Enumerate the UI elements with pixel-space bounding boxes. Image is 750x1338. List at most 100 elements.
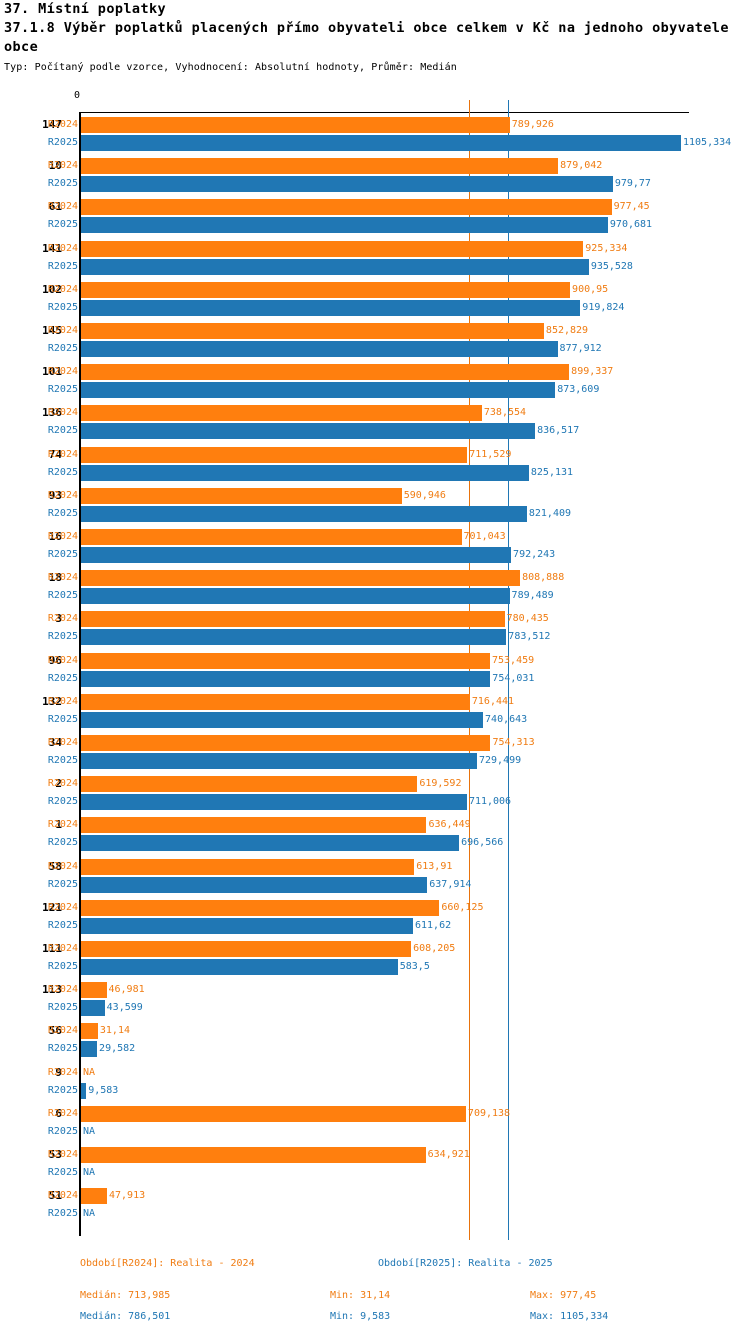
bar[interactable] (81, 817, 427, 834)
bar-row: R2025 583,5 (0, 959, 750, 975)
bar[interactable] (81, 982, 107, 999)
bar[interactable] (81, 753, 477, 769)
bar-row: R2024 636,449 (0, 817, 750, 834)
group-label: 145 (42, 324, 62, 337)
series-label-r2025: R2025 (47, 590, 78, 602)
bar-value-label: 634,921 (427, 1149, 470, 1160)
bar[interactable] (81, 588, 510, 605)
series-label-r2024: R2024 (47, 407, 78, 419)
series-label-r2025: R2025 (47, 672, 78, 684)
bar[interactable] (81, 364, 570, 381)
bar-value-label: 899,337 (571, 366, 614, 378)
bar[interactable] (81, 529, 462, 545)
median-2024: Medián: 713,985 (80, 1290, 171, 1301)
series-label-r2024: R2024 (47, 489, 78, 501)
max-2024: Max: 977,45 (530, 1290, 597, 1301)
bar[interactable] (81, 1000, 105, 1017)
bar[interactable] (81, 835, 460, 852)
series-label-r2024: R2024 (47, 901, 78, 913)
bar-row: R2025 754,031 (0, 670, 750, 687)
series-label-r2024: R2024 (47, 242, 78, 254)
series-label-r2025: R2025 (47, 384, 78, 396)
bar[interactable] (81, 487, 402, 504)
bar[interactable] (81, 199, 612, 216)
bar-value-label: 637,914 (429, 878, 472, 890)
bar[interactable] (81, 158, 559, 175)
bar-value-label: 979,77 (614, 178, 651, 190)
bar[interactable] (81, 794, 467, 811)
bar[interactable] (81, 899, 440, 916)
series-label-r2024: R2024 (47, 654, 78, 666)
bar[interactable] (81, 382, 556, 399)
bar-value-label: 919,824 (582, 301, 625, 313)
bar-value-label: 783,512 (508, 631, 551, 643)
bar[interactable] (81, 858, 415, 875)
bar[interactable] (81, 652, 490, 669)
bar[interactable] (81, 1105, 466, 1122)
bar[interactable] (81, 670, 491, 687)
bar-value-label: 877,912 (559, 343, 602, 354)
series-label-r2025: R2025 (47, 1084, 78, 1096)
bar-value-label: 701,043 (463, 531, 506, 542)
bar[interactable] (81, 217, 608, 234)
bar-value-label: NA (83, 1125, 96, 1137)
bar[interactable] (81, 1041, 98, 1058)
bar[interactable] (81, 1147, 426, 1163)
bar-value-label: 29,582 (99, 1043, 136, 1055)
bar-row: R2025 637,914 (0, 876, 750, 893)
series-label-r2024: R2024 (47, 448, 78, 460)
bar[interactable] (81, 176, 613, 193)
bar-row: R2025 729,499 (0, 753, 750, 769)
bar-value-label: 660,125 (441, 901, 484, 913)
bar[interactable] (81, 547, 512, 563)
bar[interactable] (81, 405, 482, 422)
legend-item-2025: Období[R2025]: Realita - 2025 (378, 1258, 553, 1269)
bar[interactable] (81, 423, 536, 440)
bar[interactable] (81, 299, 581, 316)
bar[interactable] (81, 464, 529, 481)
bar[interactable] (81, 1188, 107, 1205)
bar[interactable] (81, 941, 412, 957)
series-label-r2024: R2024 (47, 1107, 78, 1119)
bar[interactable] (81, 117, 510, 133)
bar[interactable] (81, 917, 413, 934)
max-2025: Max: 1105,334 (530, 1311, 609, 1322)
bar[interactable] (81, 323, 544, 339)
bar-value-label: 711,529 (469, 448, 512, 460)
group-label: 93 (48, 488, 62, 502)
bar-row: R2025 789,489 (0, 588, 750, 605)
min-2024: Min: 31,14 (330, 1290, 391, 1301)
series-label-r2024: R2024 (47, 778, 78, 790)
bar[interactable] (81, 735, 491, 751)
bar[interactable] (81, 629, 507, 646)
bar[interactable] (81, 135, 681, 151)
bar-row: R2024 31,14 (0, 1023, 750, 1040)
bar-value-label: 792,243 (513, 549, 556, 560)
bar[interactable] (81, 258, 589, 275)
bar[interactable] (81, 959, 398, 975)
bar[interactable] (81, 281, 571, 298)
bar-row: R2024 NA (0, 1065, 750, 1081)
bar[interactable] (81, 1082, 87, 1099)
series-label-r2025: R2025 (47, 837, 78, 849)
bar[interactable] (81, 693, 470, 710)
bar-value-label: 47,913 (109, 1190, 146, 1202)
series-label-r2024: R2024 (47, 119, 78, 130)
bar-row: R2025 877,912 (0, 341, 750, 357)
bar-row: R2025 821,409 (0, 505, 750, 522)
bar-value-label: 821,409 (528, 507, 572, 519)
bar[interactable] (81, 1023, 98, 1040)
bar[interactable] (81, 711, 484, 728)
series-label-r2025: R2025 (47, 178, 78, 190)
bar[interactable] (81, 876, 428, 893)
bar[interactable] (81, 611, 505, 628)
bar[interactable] (81, 446, 468, 463)
bar[interactable] (81, 341, 558, 357)
bar[interactable] (81, 776, 418, 793)
bar[interactable] (81, 505, 527, 522)
bar[interactable] (81, 240, 584, 257)
median-line-2024 (468, 100, 470, 1240)
group-label: 102 (42, 282, 62, 296)
bar[interactable] (81, 570, 521, 587)
legend: Období[R2024]: Realita - 2024 Období[R20… (0, 1258, 750, 1280)
